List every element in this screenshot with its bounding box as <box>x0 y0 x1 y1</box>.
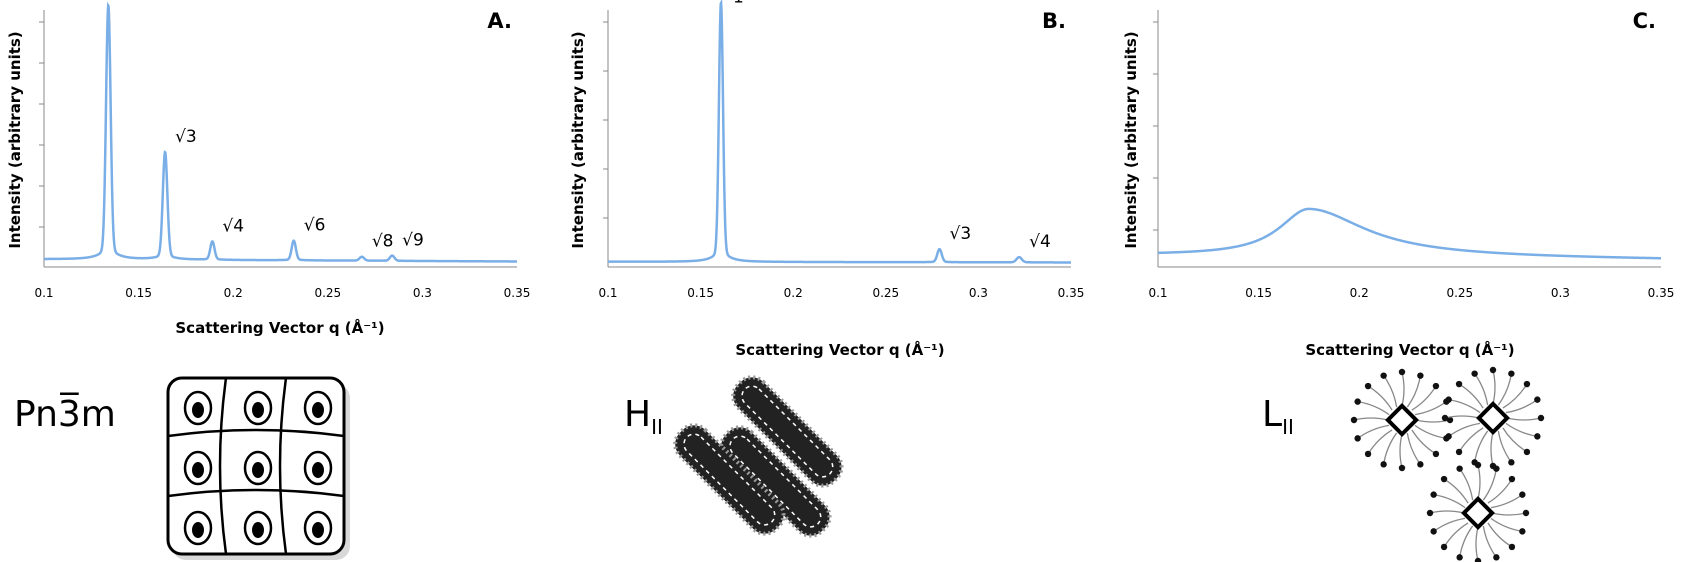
x-tick-label: 0.15 <box>1245 286 1272 300</box>
x-tick-label: 0.35 <box>1648 286 1675 300</box>
x-tick-label: 0.3 <box>969 286 988 300</box>
x-tick-labels-c: 0.1 0.15 0.2 0.25 0.3 0.35 <box>1148 286 1674 300</box>
x-tick-labels-b: 0.1 0.15 0.2 0.25 0.3 0.35 <box>598 286 1084 300</box>
y-ticks-b <box>603 21 608 219</box>
x-tick-label: 0.35 <box>1058 286 1085 300</box>
hexagonal-cylinders-icon <box>673 375 844 538</box>
x-axis-title-b: Scattering Vector q (Å⁻¹) <box>735 340 944 359</box>
x-tick-label: 0.2 <box>1350 286 1369 300</box>
x-tick-label: 0.2 <box>224 286 243 300</box>
x-tick-label: 0.1 <box>34 286 53 300</box>
panel-letter-b: B. <box>1042 9 1066 33</box>
inverse-micelles-icon <box>1350 366 1545 562</box>
cubic-lattice-icon <box>166 376 350 560</box>
x-axis-title-c: Scattering Vector q (Å⁻¹) <box>1305 340 1514 359</box>
x-tick-label: 0.25 <box>1446 286 1473 300</box>
y-axis-title-a: Intensity (arbitrary units) <box>6 31 24 248</box>
x-axis-title-a: Scattering Vector q (Å⁻¹) <box>175 318 384 337</box>
x-tick-label: 0.15 <box>687 286 714 300</box>
y-ticks-a <box>39 21 44 228</box>
x-tick-label: 0.2 <box>784 286 803 300</box>
peak-label: √4 <box>1029 232 1051 252</box>
phase-label-hii: HII <box>624 394 663 439</box>
x-tick-label: 0.1 <box>598 286 617 300</box>
x-tick-labels-a: 0.1 0.15 0.2 0.25 0.3 0.35 <box>34 286 530 300</box>
peak-label: √3 <box>175 127 197 147</box>
peak-labels-a: √2√3√4√6√8√9 <box>118 0 423 252</box>
peak-label: √4 <box>222 216 244 236</box>
chart-panel-a: 0.10.150.20.250.30.35 √2√3√4√6√8√9 Inten… <box>6 0 530 337</box>
y-ticks-c <box>1153 21 1158 231</box>
peak-label: 1 <box>733 0 744 7</box>
peak-label: √9 <box>402 231 424 251</box>
peak-label: √8 <box>372 232 394 252</box>
panel-letter-a: A. <box>487 9 512 33</box>
series-line-c <box>1157 207 1661 260</box>
chart-panel-c: 0.1 0.15 0.2 0.25 0.3 0.35 Intensity (arbitra… <box>1122 9 1674 359</box>
panel-letter-c: C. <box>1633 9 1656 33</box>
x-tick-label: 0.25 <box>872 286 899 300</box>
chart-panel-b: 0.1 0.15 0.2 0.25 0.3 0.35 1 √3 √4 Intensity (a… <box>569 0 1084 359</box>
peak-label: √3 <box>950 224 972 244</box>
phase-label-lii: LII <box>1262 394 1294 439</box>
x-tick-label: 0.15 <box>125 286 152 300</box>
series-line-a <box>44 1 517 263</box>
y-axis-title-b: Intensity (arbitrary units) <box>569 31 587 248</box>
x-tick-label: 0.3 <box>413 286 432 300</box>
peak-labels-b: 1 √3 √4 <box>733 0 1051 252</box>
peak-label: √6 <box>304 216 326 236</box>
x-tick-label: 0.1 <box>1148 286 1167 300</box>
series-line-b <box>607 0 1071 264</box>
x-tick-label: 0.3 <box>1551 286 1570 300</box>
x-tick-label: 0.25 <box>314 286 341 300</box>
phase-label-pn3m: Pn3̅m <box>14 392 116 435</box>
x-tick-label: 0.35 <box>504 286 531 300</box>
y-axis-title-c: Intensity (arbitrary units) <box>1122 31 1140 248</box>
